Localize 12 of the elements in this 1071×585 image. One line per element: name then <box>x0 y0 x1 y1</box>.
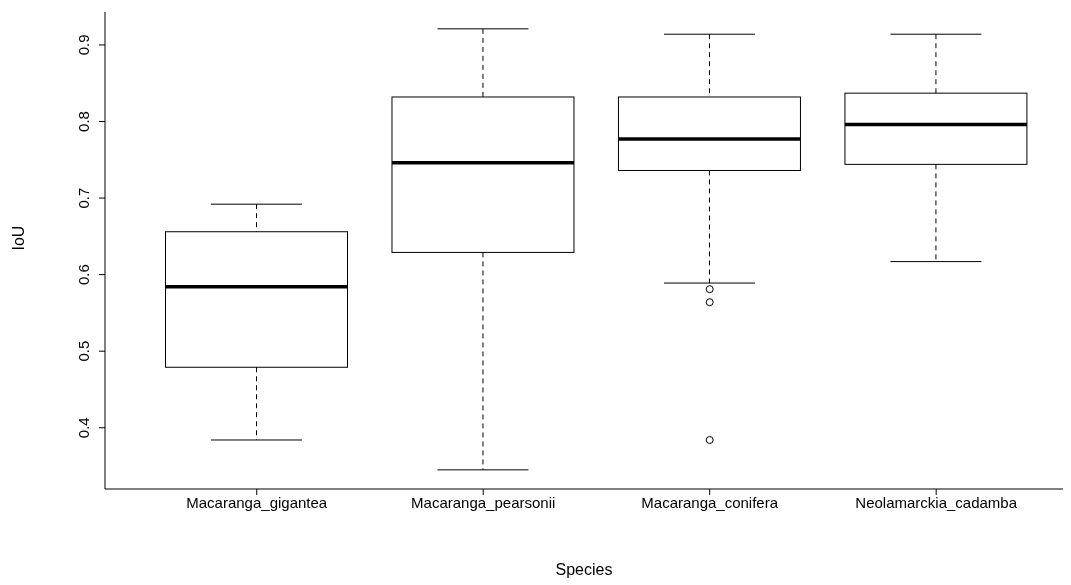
x-tick-label: Macaranga_conifera <box>641 493 779 511</box>
y-tick-label: 0.8 <box>75 111 92 132</box>
y-tick-label: 0.9 <box>75 34 92 56</box>
x-tick-label: Neolamarckia_cadamba <box>855 493 1018 511</box>
x-axis-title: Species <box>555 561 613 578</box>
x-tick-label: Macaranga_pearsonii <box>411 493 556 511</box>
y-axis-title: IoU <box>9 225 27 251</box>
x-tick-label: Macaranga_gigantea <box>186 493 328 511</box>
y-tick-label: 0.4 <box>75 417 92 439</box>
y-tick-label: 0.5 <box>75 340 92 362</box>
y-tick-label: 0.6 <box>75 264 92 286</box>
y-tick-label: 0.7 <box>75 187 92 209</box>
